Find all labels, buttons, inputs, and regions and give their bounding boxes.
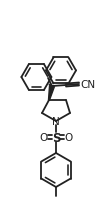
Text: O: O xyxy=(65,132,73,142)
Text: CN: CN xyxy=(80,80,95,90)
Text: S: S xyxy=(52,131,60,144)
Polygon shape xyxy=(49,86,54,101)
Text: O: O xyxy=(39,132,47,142)
Text: N: N xyxy=(52,116,60,126)
